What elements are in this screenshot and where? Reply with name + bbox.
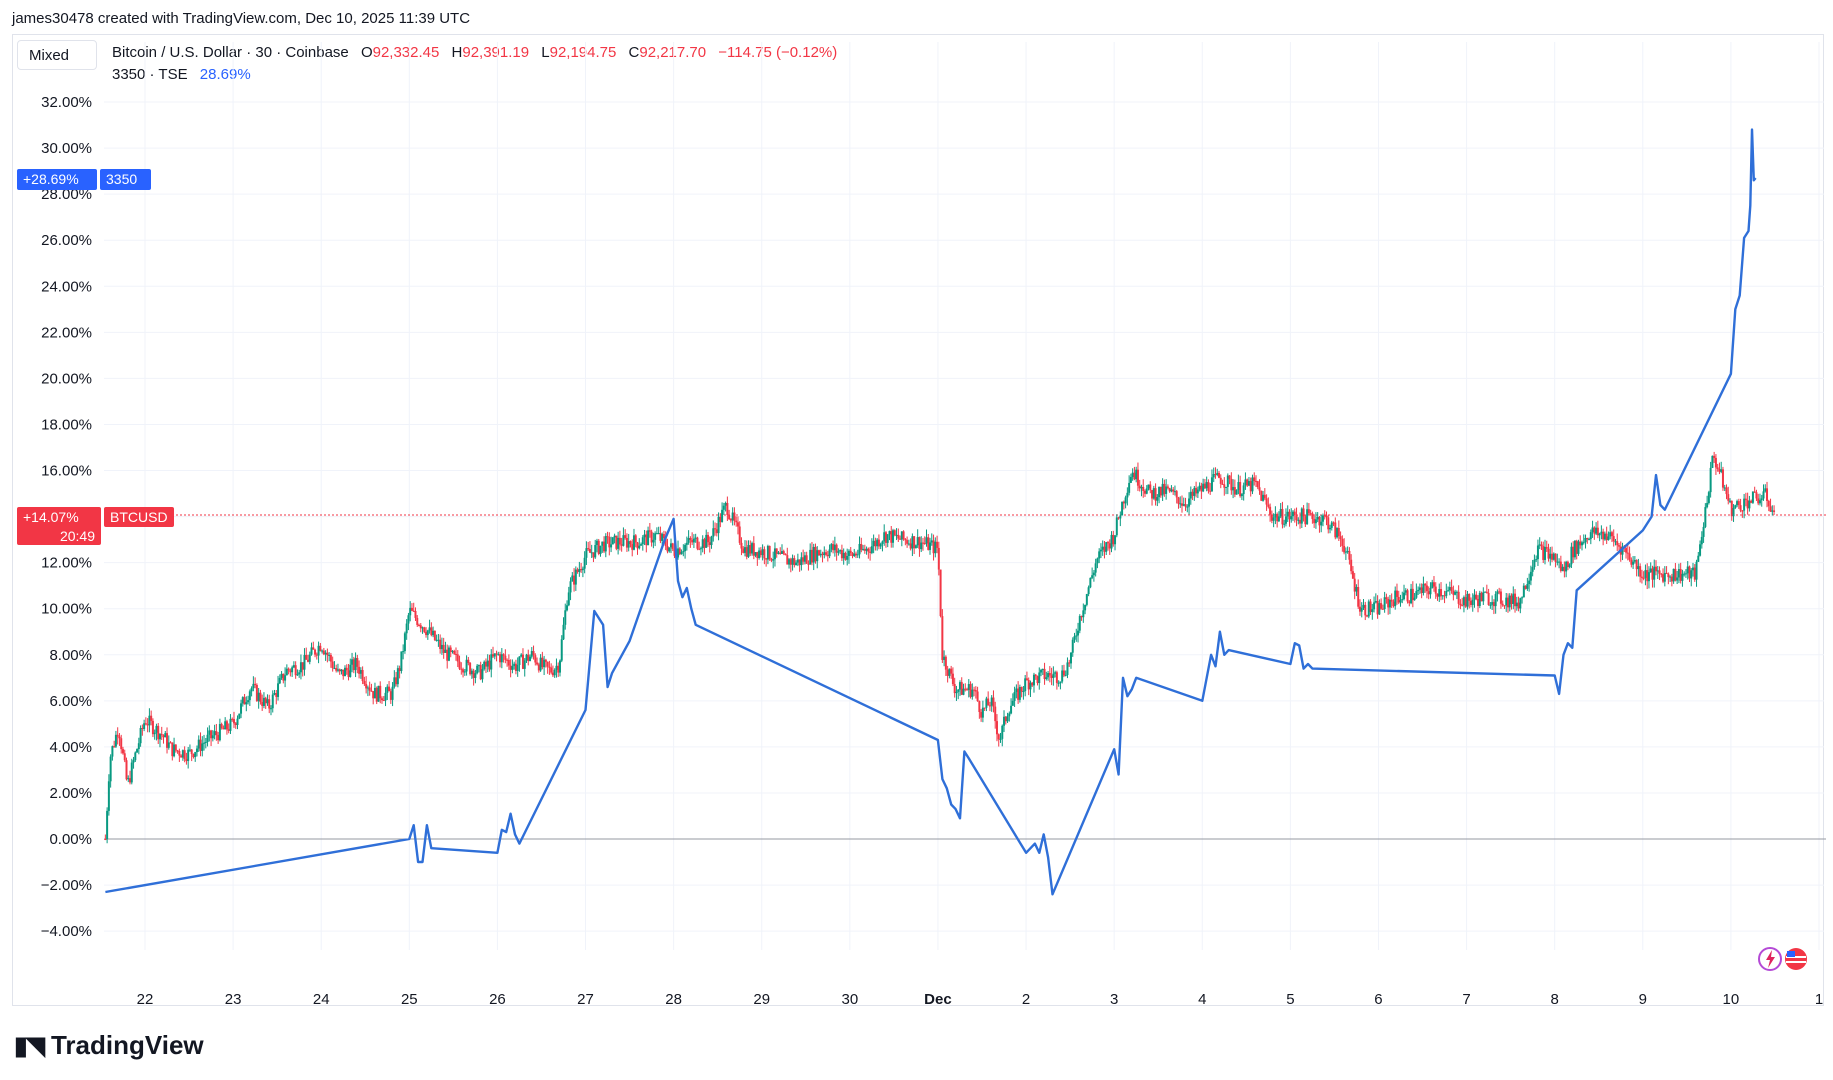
chart-frame [12,34,1824,1006]
legend-open-label: O [360,44,373,61]
legend-high-label: H [451,44,463,61]
series-3350-name-tag: 3350 [100,169,151,190]
legend-compare-value: 28.69% [199,66,251,83]
legend-close-label: C [628,44,640,61]
us-flag-icon[interactable] [1785,948,1807,970]
scale-mode-button[interactable]: Mixed [17,40,97,70]
legend-change: −114.75 (−0.12%) [718,44,838,61]
chart-overlay-badges[interactable] [1758,944,1810,974]
legend-compare-symbol: 3350 · TSE [112,66,188,83]
legend-symbol: Bitcoin / U.S. Dollar · 30 · Coinbase [112,44,349,61]
btcusd-countdown-tag: 20:49 [17,527,101,545]
series-3350-value-tag: +28.69% [17,169,97,190]
legend-high-value: 92,391.19 [462,44,530,61]
main-series-legend[interactable]: Bitcoin / U.S. Dollar · 30 · Coinbase O9… [112,44,837,61]
tradingview-brand: TradingView [50,1030,204,1060]
tradingview-logo-icon: ▮◥ [14,1031,45,1060]
legend-low-value: 92,194.75 [549,44,617,61]
btcusd-value-tag: +14.07% [17,507,101,527]
btcusd-name-tag: BTCUSD [104,507,174,527]
compare-series-legend[interactable]: 3350 · TSE 28.69% [112,66,251,83]
legend-low-label: L [541,44,550,61]
tradingview-logo[interactable]: ▮◥ TradingView [14,1030,204,1061]
chart-credit: james30478 created with TradingView.com,… [12,10,471,27]
legend-close-value: 92,217.70 [639,44,707,61]
spark-icon[interactable] [1758,947,1782,971]
legend-open-value: 92,332.45 [372,44,440,61]
